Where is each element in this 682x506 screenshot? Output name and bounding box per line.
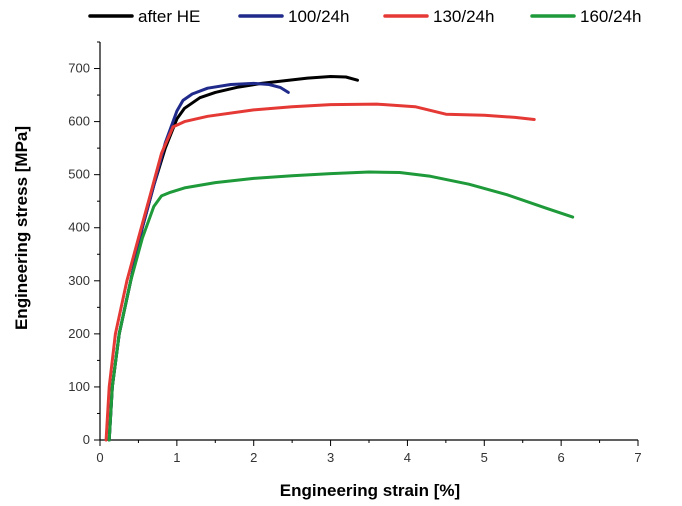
y-axis-label: Engineering stress [MPa] [12,126,31,330]
series-line-1 [107,75,359,442]
legend: after HE 100/24h 130/24h 160/24h [88,7,641,26]
x-tick-label: 5 [481,450,488,465]
y-tick-label: 700 [68,61,90,76]
axes: 0 1 2 3 4 5 6 7 0 100 200 300 400 500 600 700 [68,41,642,465]
y-tick-label: 100 [68,379,90,394]
legend-label-3: 130/24h [433,7,494,26]
y-tick-label: 400 [68,220,90,235]
y-tick-label: 600 [68,114,90,129]
series-group [104,75,575,442]
x-tick-label: 2 [250,450,257,465]
legend-label-4: 160/24h [580,7,641,26]
x-tick-label: 0 [96,450,103,465]
x-tick-label: 7 [634,450,641,465]
x-axis-label: Engineering strain [%] [280,481,460,500]
legend-label-2: 100/24h [288,7,349,26]
series-line-4 [107,170,575,442]
x-tick-label: 6 [558,450,565,465]
x-tick-label: 3 [327,450,334,465]
legend-label-1: after HE [138,7,200,26]
y-tick-label: 300 [68,273,90,288]
y-tick-label: 200 [68,326,90,341]
x-tick-label: 4 [404,450,411,465]
y-tick-label: 0 [83,432,90,447]
x-tick-label: 1 [173,450,180,465]
series-line-3 [104,102,536,442]
y-tick-label: 500 [68,167,90,182]
